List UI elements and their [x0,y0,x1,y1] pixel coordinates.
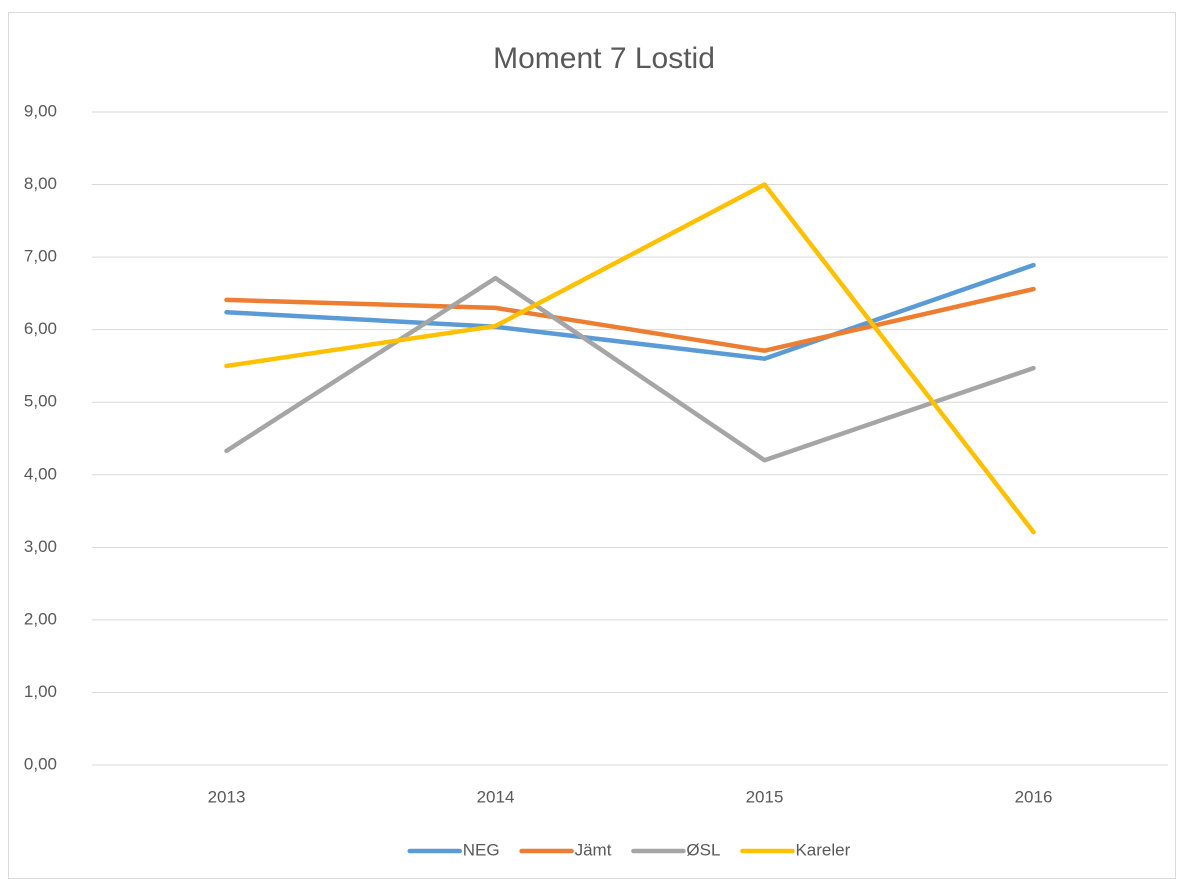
legend-label: Kareler [795,840,850,859]
line-series [224,286,1036,353]
line-series [224,262,1036,361]
y-tick-label: 6,00 [24,319,57,338]
y-tick-label: 0,00 [24,754,57,773]
legend-label: NEG [463,840,500,859]
line-series [224,182,1036,535]
y-tick-label: 4,00 [24,464,57,483]
chart-title: Moment 7 Lostid [493,42,715,75]
y-tick-label: 7,00 [24,247,57,266]
y-tick-label: 3,00 [24,537,57,556]
y-tick-label: 2,00 [24,609,57,628]
y-tick-label: 9,00 [24,101,57,120]
legend-label: ØSL [686,840,720,859]
x-tick-label: 2014 [477,787,515,806]
x-tick-label: 2015 [746,787,784,806]
chart-frame [8,12,1176,879]
x-tick-label: 2013 [208,787,246,806]
line-series [224,275,1036,463]
y-tick-label: 8,00 [24,174,57,193]
x-tick-label: 2016 [1015,787,1053,806]
y-tick-label: 1,00 [24,682,57,701]
y-tick-label: 5,00 [24,392,57,411]
legend-label: Jämt [575,840,612,859]
